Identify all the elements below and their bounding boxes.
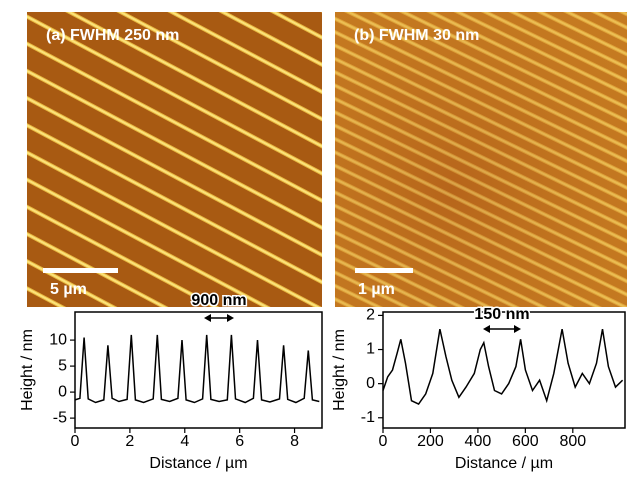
afm-image-a: (a) FWHM 250 nm 5 µm — [27, 12, 322, 307]
panel-label: (a) FWHM 250 nm — [46, 27, 179, 44]
y-tick-label: -5 — [53, 409, 67, 426]
x-tick-label: 800 — [559, 433, 586, 450]
y-axis-label: Height / nm — [19, 329, 36, 411]
scale-bar-label: 5 µm — [50, 281, 87, 298]
plot-frame — [74, 311, 323, 429]
panel-label: (b) FWHM 30 nm — [354, 27, 479, 44]
x-tick-label: 0 — [71, 433, 80, 450]
profile-line — [74, 334, 320, 404]
x-tick-label: 0 — [379, 433, 388, 450]
y-tick-label: 10 — [49, 331, 67, 348]
x-tick-label: 8 — [290, 433, 299, 450]
annotation: 900 nm — [191, 292, 246, 309]
annotation: 150 nm — [474, 306, 529, 323]
y-axis-label: Height / nm — [331, 329, 348, 411]
x-tick-label: 2 — [125, 433, 134, 450]
afm-image-b: (b) FWHM 30 nm 1 µm — [335, 12, 627, 307]
x-axis-label: Distance / µm — [455, 455, 553, 472]
x-tick-label: 200 — [417, 433, 444, 450]
x-tick-label: 4 — [180, 433, 189, 450]
x-tick-label: 400 — [465, 433, 492, 450]
x-tick-label: 600 — [512, 433, 539, 450]
y-tick-label: 2 — [366, 307, 375, 324]
x-tick-label: 6 — [235, 433, 244, 450]
x-axis-label: Distance / µm — [149, 455, 247, 472]
y-tick-label: 5 — [58, 357, 67, 374]
y-tick-label: 1 — [366, 341, 375, 358]
profile-line — [382, 328, 624, 406]
y-tick-label: -1 — [361, 409, 375, 426]
y-tick-label: 0 — [58, 383, 67, 400]
plot-frame — [382, 311, 626, 429]
y-tick-label: 0 — [366, 375, 375, 392]
arrow-head — [204, 314, 234, 322]
scale-bar-label: 1 µm — [358, 281, 395, 298]
